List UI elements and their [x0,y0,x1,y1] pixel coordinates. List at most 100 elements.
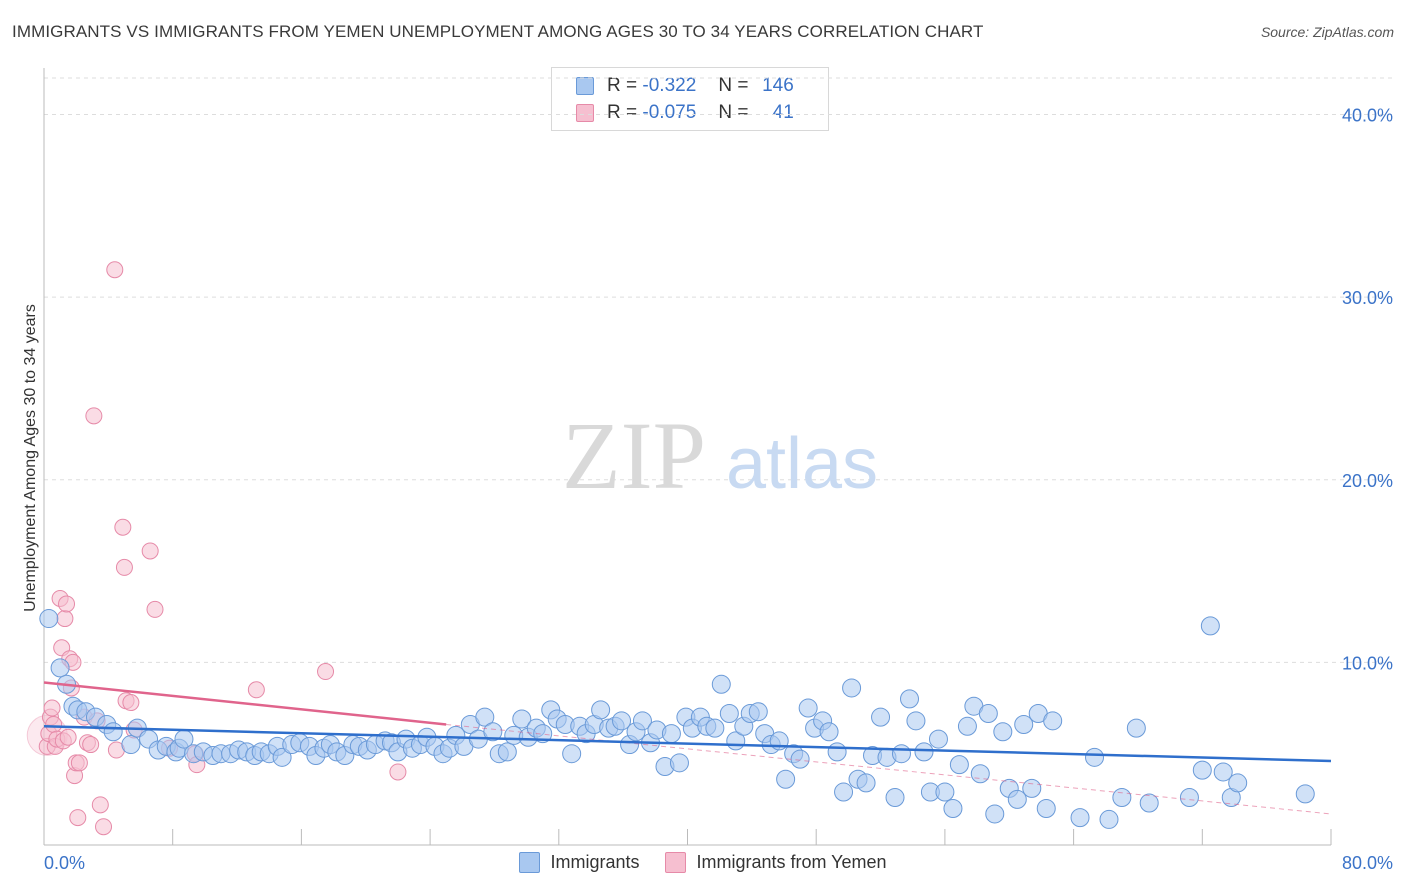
data-point-yemen [115,558,133,576]
data-point-immigrants [1192,760,1212,780]
data-point-yemen [317,663,335,681]
y-tick-label: 30.0% [1342,288,1393,308]
trend-line-immigrants [43,725,1332,763]
data-point-immigrants [914,742,934,762]
data-point-yemen [45,715,63,733]
data-point-immigrants [834,782,854,802]
data-point-immigrants [856,773,876,793]
legend-row-yemen: R = -0.075 N = 41 [576,100,794,126]
data-point-immigrants [906,711,926,731]
data-point-immigrants [993,722,1013,742]
data-point-yemen [114,518,132,536]
legend-swatch-yemen [576,104,594,122]
data-point-immigrants [612,711,632,731]
legend-item-yemen: Immigrants from Yemen [665,852,887,873]
grid [44,77,1392,663]
y-tick-label: 20.0% [1342,471,1393,491]
data-point-immigrants [900,689,920,709]
data-point-yemen [122,694,140,712]
x-tick-label: 80.0% [1342,853,1393,873]
source-label: Source: ZipAtlas.com [1260,24,1394,40]
data-point-immigrants [1179,788,1199,808]
data-point-yemen [70,754,88,772]
watermark: ZIP atlas [562,402,878,509]
series-legend: Immigrants Immigrants from Yemen [0,852,1406,873]
data-point-immigrants [885,788,905,808]
x-tick-label: 0.0% [44,853,85,873]
data-point-yemen [59,728,77,746]
data-point-immigrants [1070,808,1090,828]
legend-n-value: 41 [772,102,794,123]
chart-title: IMMIGRANTS VS IMMIGRANTS FROM YEMEN UNEM… [12,22,984,41]
data-point-immigrants [50,658,70,678]
data-point-yemen [106,261,124,279]
y-tick-label: 10.0% [1342,653,1393,673]
data-point-immigrants [798,698,818,718]
legend-label-immigrants: Immigrants [550,852,640,872]
legend-r-value: -0.322 [642,75,697,96]
data-point-yemen [69,809,87,827]
data-point-immigrants [935,782,955,802]
data-point-immigrants [949,755,969,775]
legend-n-label: N = [718,75,749,96]
data-point-immigrants [1200,616,1220,636]
data-point-immigrants [891,744,911,764]
watermark-zip: ZIP [562,402,706,509]
data-point-immigrants [533,724,553,744]
data-point-immigrants [978,704,998,724]
legend-swatch-yemen [665,852,687,873]
watermark-atlas: atlas [726,424,878,504]
data-point-immigrants [1014,714,1034,734]
trend-lines [43,681,1332,815]
data-point-immigrants [1085,747,1105,767]
data-point-immigrants [121,735,141,755]
data-point-immigrants [790,749,810,769]
data-point-immigrants [475,707,495,727]
data-point-immigrants [943,798,963,818]
legend-item-immigrants: Immigrants [519,852,639,873]
data-point-immigrants [1139,793,1159,813]
data-point-immigrants [1228,773,1248,793]
tick-labels: 10.0% 20.0% 30.0% 40.0% 0.0% 80.0% [44,106,1393,873]
data-point-yemen [82,736,100,754]
data-point-immigrants [1036,798,1056,818]
data-point-immigrants [985,804,1005,824]
data-point-immigrants [827,742,847,762]
data-point-immigrants [1007,789,1027,809]
data-point-immigrants [103,722,123,742]
legend-row-immigrants: R = -0.322 N = 146 [576,73,794,99]
data-point-yemen [141,542,159,560]
series-immigrants [39,609,1315,829]
data-point-yemen [146,600,164,618]
data-point-immigrants [1022,778,1042,798]
data-point-immigrants [819,722,839,742]
data-point-immigrants [748,702,768,722]
data-point-immigrants [632,711,652,731]
data-point-yemen [247,681,265,699]
data-point-immigrants [497,742,517,762]
data-point-yemen [389,763,407,781]
data-point-immigrants [1112,788,1132,808]
data-point-immigrants [591,700,611,720]
data-point-immigrants [562,744,582,764]
y-axis-label: Unemployment Among Ages 30 to 34 years [22,304,39,612]
data-point-yemen [91,796,109,814]
data-point-immigrants [776,769,796,789]
data-point-immigrants [661,724,681,744]
data-point-immigrants [842,678,862,698]
data-point-immigrants [711,674,731,694]
data-point-yemen [56,610,74,628]
data-point-immigrants [39,609,59,629]
legend-n-value: 146 [762,75,794,96]
data-point-immigrants [719,704,739,724]
legend-r-label: R = [607,102,638,123]
data-point-immigrants [928,729,948,749]
legend-label-yemen: Immigrants from Yemen [696,852,887,872]
data-point-immigrants [871,707,891,727]
data-point-yemen [85,407,103,425]
legend-r-label: R = [607,75,638,96]
trend-line-yemen [43,681,447,726]
data-point-immigrants [970,764,990,784]
data-point-immigrants [1126,718,1146,738]
